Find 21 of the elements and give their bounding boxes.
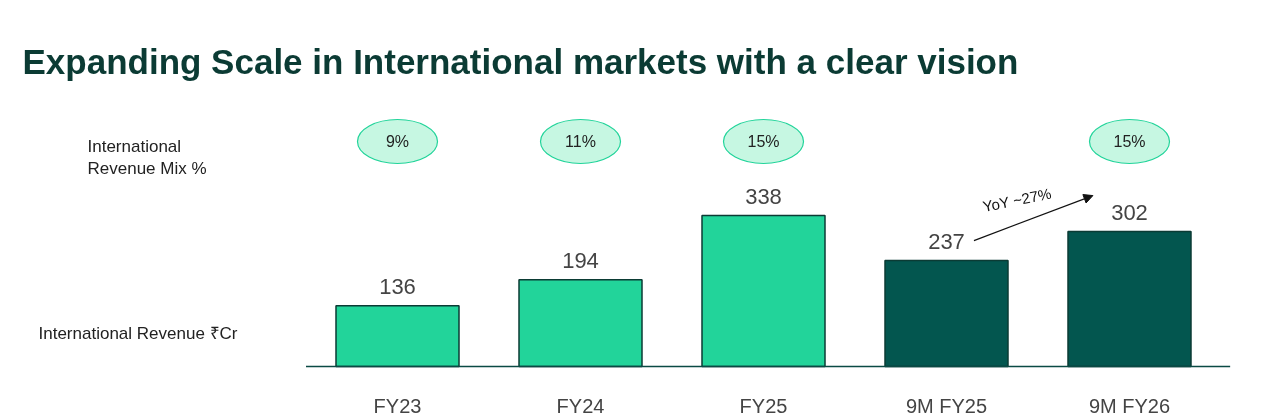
y-axis-title: International Revenue ₹Cr (38, 323, 238, 343)
x-tick-label: FY24 (556, 394, 605, 417)
text: 15% (747, 133, 780, 150)
bar (701, 214, 826, 368)
bar (518, 279, 643, 368)
text: 9% (385, 133, 410, 150)
data-label: 237 (928, 228, 965, 254)
data-label: 338 (745, 183, 782, 209)
data-label: 136 (379, 273, 416, 299)
text: 11% (565, 133, 596, 150)
x-tick-label: FY23 (373, 394, 422, 417)
x-tick-label: FY25 (739, 394, 788, 417)
text: YoY ~27% (981, 184, 1053, 216)
text: 15% (1113, 133, 1146, 150)
chart-title: Expanding Scale in International markets with a clear vision (22, 41, 1019, 81)
data-label: 194 (562, 247, 599, 273)
x-tick-label: 9M FY25 (905, 394, 988, 417)
x-tick-label: 9M FY26 (1088, 394, 1171, 417)
bar (335, 304, 460, 368)
legend-title: International Revenue Mix % (87, 136, 207, 178)
data-label: 302 (1111, 199, 1148, 225)
